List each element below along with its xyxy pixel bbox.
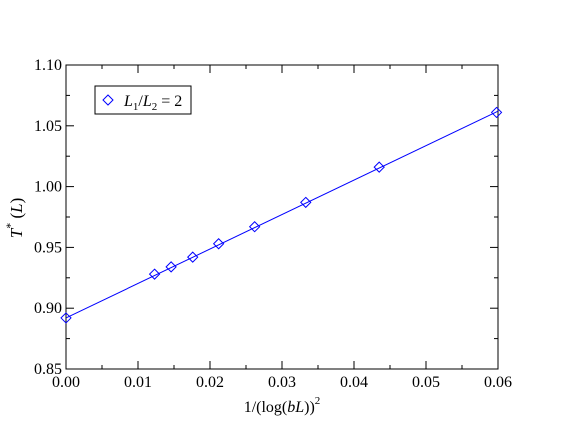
y-tick-label: 0.90	[34, 300, 62, 317]
axis-tick-labels: 0.00 0.01 0.02 0.03 0.04 0.05 0.06 0.85 0.90 0.95…	[34, 57, 512, 391]
x-tick-label: 0.02	[196, 374, 224, 391]
fit-line	[65, 110, 499, 319]
data-point	[187, 251, 199, 263]
x-tick-label: 0.03	[268, 374, 296, 391]
data-point	[60, 312, 72, 324]
data-point	[373, 161, 385, 173]
y-tick-label: 1.00	[34, 179, 62, 196]
x-tick-label: 0.05	[412, 374, 440, 391]
y-axis-label: T* (L)	[3, 198, 26, 239]
x-tick-label: 0.01	[124, 374, 152, 391]
x-tick-label: 0.00	[52, 374, 80, 391]
x-axis-label: 1/(log(bL))2	[244, 395, 321, 416]
data-point	[248, 221, 261, 233]
y-tick-label: 1.10	[34, 57, 62, 74]
data-point	[165, 261, 177, 273]
axis-ticks	[65, 64, 499, 370]
data-points	[60, 106, 503, 324]
data-point	[490, 106, 503, 119]
data-point	[212, 238, 225, 250]
y-tick-label: 1.05	[34, 118, 62, 135]
legend-label: L1/L2 = 2	[123, 93, 182, 113]
y-tick-label: 0.85	[34, 361, 62, 378]
x-tick-label: 0.06	[484, 374, 512, 391]
y-tick-label: 0.95	[34, 239, 62, 256]
x-tick-label: 0.04	[340, 374, 368, 391]
legend-box	[94, 85, 192, 115]
data-point	[300, 196, 312, 209]
legend: L1/L2 = 2	[94, 85, 192, 115]
data-point	[148, 268, 161, 280]
legend-marker-diamond	[102, 94, 114, 106]
